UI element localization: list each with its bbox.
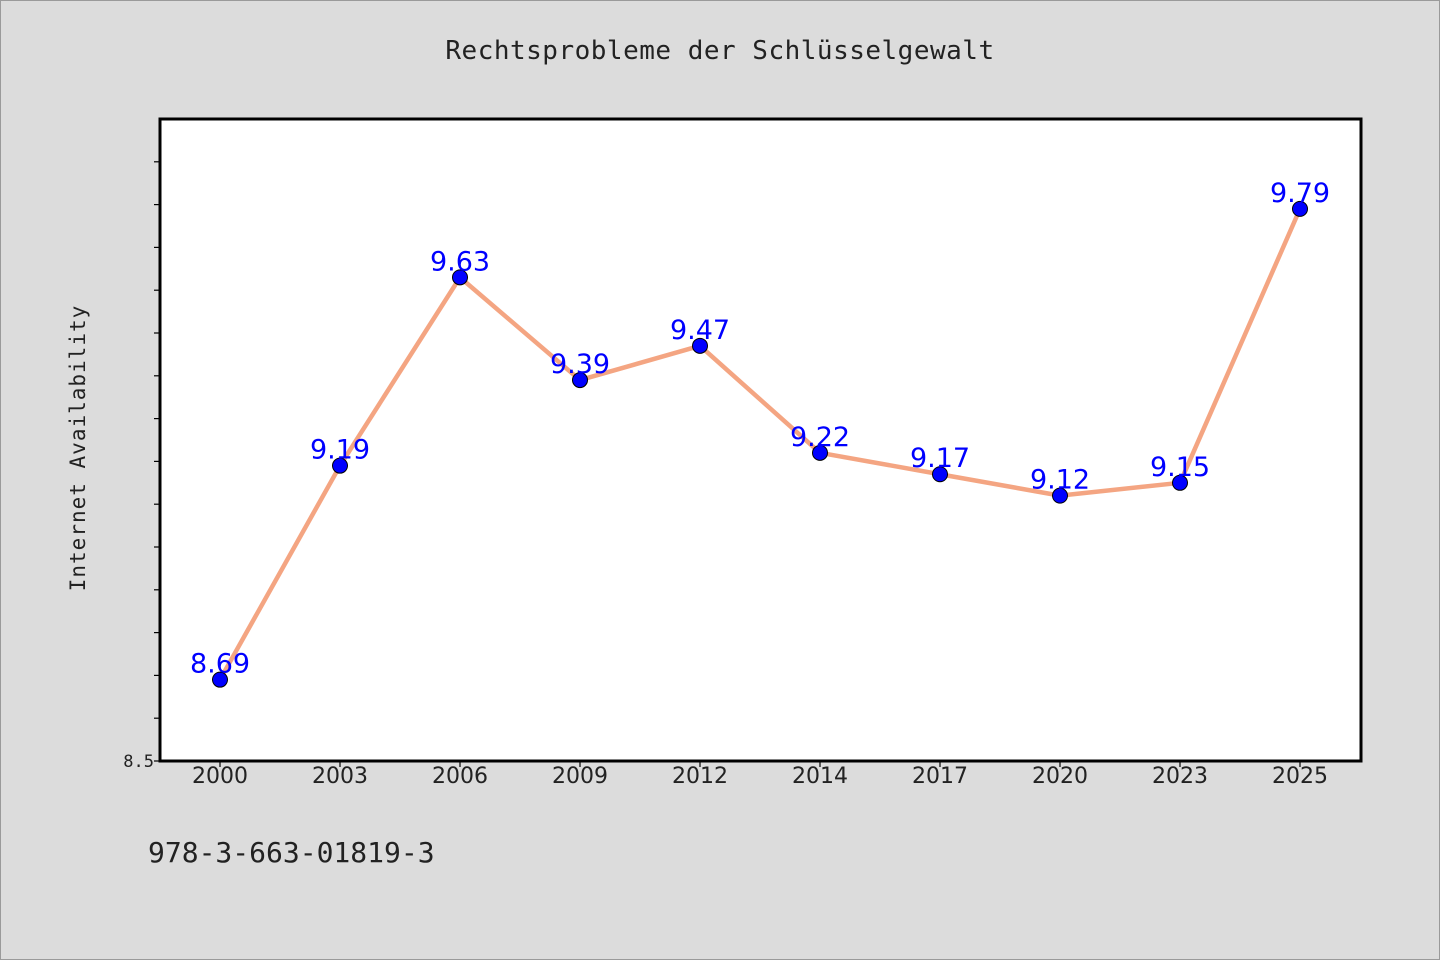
- data-label: 9.39: [550, 349, 610, 380]
- data-point: [332, 457, 348, 474]
- x-tick-label: 2009: [552, 764, 608, 789]
- data-label: 9.15: [1150, 452, 1210, 483]
- series-line: [218, 207, 1303, 681]
- data-point: [1172, 474, 1188, 491]
- data-label: 9.63: [430, 246, 490, 277]
- x-tick-label: 2014: [792, 764, 848, 789]
- x-tick-label: 2017: [912, 764, 968, 789]
- x-tick-label: 2023: [1152, 764, 1208, 789]
- data-label: 9.17: [910, 443, 970, 474]
- data-point: [452, 269, 468, 286]
- isbn-text: 978-3-663-01819-3: [148, 836, 435, 869]
- data-label: 9.22: [790, 422, 850, 453]
- chart-title: Rechtsprobleme der Schlüsselgewalt: [445, 36, 995, 66]
- data-point: [212, 671, 228, 688]
- x-tick-label: 2012: [672, 764, 728, 789]
- data-label: 9.47: [670, 315, 730, 346]
- data-point: [1292, 200, 1308, 217]
- data-label: 9.19: [310, 435, 370, 466]
- data-point: [692, 337, 708, 354]
- data-point: [812, 444, 828, 461]
- data-label: 8.69: [190, 649, 250, 680]
- data-point: [932, 466, 948, 483]
- data-label: 9.12: [1030, 465, 1090, 496]
- data-point: [1052, 487, 1068, 504]
- plot-area: [158, 117, 1363, 763]
- y-tick-label: 8.5: [123, 752, 154, 772]
- x-tick-label: 2003: [312, 764, 368, 789]
- data-point: [572, 372, 588, 389]
- x-tick-label: 2025: [1272, 764, 1328, 789]
- x-tick-label: 2000: [192, 764, 248, 789]
- x-tick-label: 2006: [432, 764, 488, 789]
- x-tick-label: 2020: [1032, 764, 1088, 789]
- data-label: 9.79: [1270, 178, 1330, 209]
